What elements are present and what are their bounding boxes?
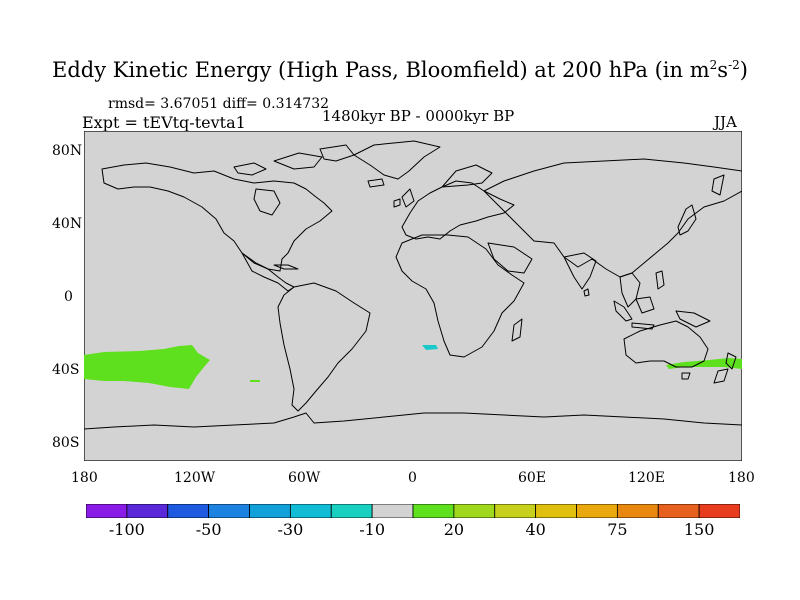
coastlines [84,140,742,430]
colorbar-swatch [167,504,210,518]
colorbar-label: 40 [525,520,546,539]
colorbar-swatch [453,504,496,518]
lon-tick-120e: 120E [628,470,665,486]
colorbar-label: -10 [359,520,385,539]
colorbar-swatch [576,504,618,518]
colorbar-swatch [698,504,740,518]
colorbar-swatch [126,504,169,518]
map-background [84,131,742,461]
lat-tick-40s: 40S [52,362,80,378]
lat-tick-80n: 80N [52,143,83,159]
colorbar-label: -50 [195,520,222,539]
colorbar-swatch [249,504,291,518]
colorbar-swatch [616,504,659,518]
colorbar-swatch [494,504,537,518]
colorbar-swatch [208,504,250,518]
anomaly-patch-small-atlantic [250,380,260,382]
anomaly-patch-south-pacific [84,345,210,389]
lon-tick-180w: 180 [71,470,98,486]
chart-title: Eddy Kinetic Energy (High Pass, Bloomfie… [52,58,748,82]
colorbar-label: 20 [443,520,465,539]
anomaly-patch-south-atlantic [422,345,438,350]
experiment-label: Expt = tEVtq-tevta1 [82,113,246,132]
stats-label: rmsd= 3.67051 diff= 0.314732 [108,96,330,112]
colorbar-swatch [86,504,128,518]
lat-tick-80s: 80S [52,435,80,451]
lon-tick-120w: 120W [174,470,216,486]
colorbar-swatch [657,504,700,518]
colorbar-label: 150 [683,520,715,539]
lon-tick-60w: 60W [288,470,321,486]
colorbar-swatch [535,504,577,518]
colorbar [86,504,740,518]
colorbar-swatch [330,504,373,518]
lat-tick-eq: 0 [64,289,73,305]
colorbar-swatch [289,504,332,518]
world-map [84,131,742,461]
colorbar-label: 75 [607,520,628,539]
season-label: JJA [714,113,737,131]
colorbar-swatch [371,504,414,518]
lon-tick-180e: 180 [728,470,755,486]
colorbar-swatch [412,504,455,518]
period-label: 1480kyr BP - 0000kyr BP [322,107,515,125]
lat-tick-40n: 40N [52,216,83,232]
anomaly-patch-australia-south [666,358,742,369]
colorbar-label: -100 [108,520,145,539]
lon-tick-0: 0 [408,470,417,486]
lon-tick-60e: 60E [518,470,547,486]
colorbar-label: -30 [277,520,304,539]
